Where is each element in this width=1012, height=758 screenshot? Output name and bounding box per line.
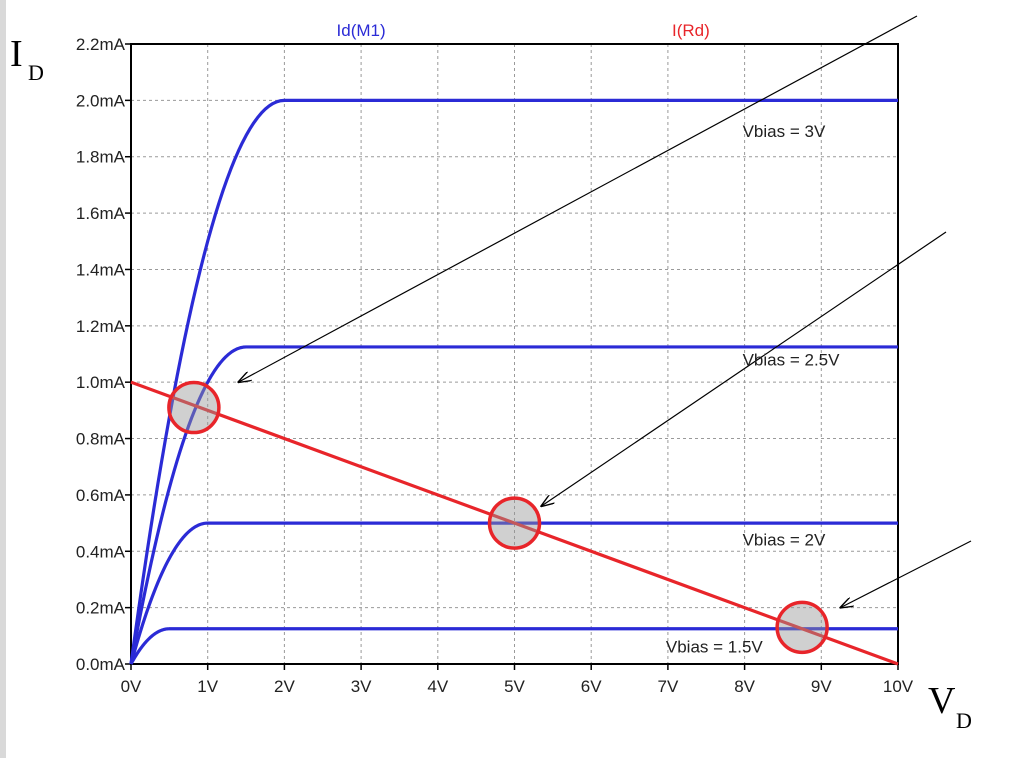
y-tick-label: 1.8mA	[76, 148, 126, 167]
x-tick-label: 4V	[427, 677, 448, 696]
id-curve	[129, 521, 898, 665]
x-tick-label: 5V	[504, 677, 525, 696]
y-tick-label: 1.4mA	[76, 260, 126, 279]
y-tick-label: 2.2mA	[76, 35, 126, 54]
load-line	[130, 380, 899, 666]
curve-label: Vbias = 2.5V	[743, 350, 841, 369]
annotation-arrow	[238, 15, 918, 382]
operating-points	[167, 380, 829, 655]
id-curve	[129, 345, 898, 665]
x-tick-label: 2V	[274, 677, 295, 696]
x-tick-label: 7V	[658, 677, 679, 696]
left-edge-strip	[0, 0, 6, 758]
operating-point-marker	[775, 600, 829, 655]
x-tick-label: 10V	[883, 677, 914, 696]
annotation-arrow	[541, 231, 947, 506]
x-axis-label-subscript: D	[956, 708, 972, 733]
curve-label: Vbias = 1.5V	[666, 638, 764, 657]
y-tick-label: 1.6mA	[76, 204, 126, 223]
id-curve	[129, 98, 898, 665]
id-curve	[129, 627, 898, 665]
y-tick-label: 1.2mA	[76, 317, 126, 336]
x-tick-label: 3V	[351, 677, 372, 696]
annotation-arrow	[840, 540, 972, 608]
grid-lines	[131, 44, 898, 664]
y-axis-label: I	[10, 33, 23, 75]
load-line-segment	[130, 380, 899, 666]
series-lines	[129, 98, 898, 665]
legend-id-m1: Id(M1)	[337, 21, 386, 40]
x-tick-label: 0V	[121, 677, 142, 696]
operating-point-marker	[487, 496, 542, 550]
y-tick-label: 0.0mA	[76, 655, 126, 674]
y-tick-label: 1.0mA	[76, 373, 126, 392]
x-tick-label: 8V	[734, 677, 755, 696]
chart-text: 0V 1V 2V 3V 4V 5V 6V 7V 8V 9V 10V 0.0mA 0.2mA 0.4mA 0.…	[10, 21, 972, 733]
y-tick-label: 0.6mA	[76, 486, 126, 505]
y-tick-label: 0.8mA	[76, 430, 126, 449]
curve-label: Vbias = 2V	[743, 531, 826, 550]
plot-frame	[125, 43, 899, 670]
x-axis-label: V	[928, 680, 956, 722]
y-tick-label: 0.2mA	[76, 599, 126, 618]
legend-i-rd: I(Rd)	[672, 21, 710, 40]
operating-point-marker	[167, 380, 221, 435]
annotation-arrows	[238, 15, 972, 608]
x-tick-label: 6V	[581, 677, 602, 696]
y-tick-label: 0.4mA	[76, 542, 126, 561]
y-tick-label: 2.0mA	[76, 91, 126, 110]
curve-label: Vbias = 3V	[743, 122, 826, 141]
x-tick-label: 1V	[197, 677, 218, 696]
y-axis-label-subscript: D	[28, 60, 44, 85]
x-tick-label: 9V	[811, 677, 832, 696]
